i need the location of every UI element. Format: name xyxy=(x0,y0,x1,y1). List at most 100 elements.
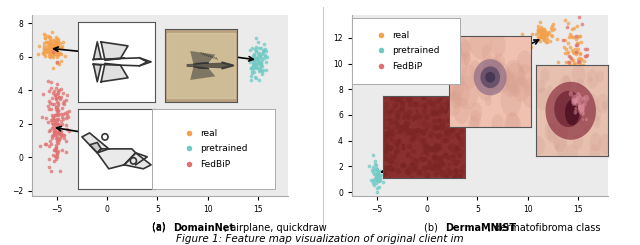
Point xyxy=(573,61,583,64)
Point xyxy=(49,44,60,48)
Point xyxy=(372,168,382,172)
Point xyxy=(564,54,574,58)
Point xyxy=(62,93,72,97)
Point xyxy=(253,70,264,74)
Point xyxy=(564,110,575,114)
Point xyxy=(567,58,577,62)
Point xyxy=(51,144,61,147)
Point xyxy=(583,72,593,76)
Point xyxy=(51,146,61,149)
Point xyxy=(573,80,583,84)
Point xyxy=(364,164,374,168)
Point xyxy=(47,121,57,125)
Point xyxy=(52,109,63,113)
Point xyxy=(556,93,566,97)
Point xyxy=(52,121,62,125)
Point xyxy=(56,132,66,136)
Point xyxy=(573,56,584,60)
Point xyxy=(579,68,589,72)
Point xyxy=(48,55,58,59)
Point xyxy=(49,48,59,51)
Point xyxy=(45,49,56,53)
Point xyxy=(567,27,577,31)
Point xyxy=(46,47,56,51)
Point xyxy=(566,70,576,74)
Point xyxy=(571,113,581,117)
Point xyxy=(49,113,60,117)
Text: DomainNet: DomainNet xyxy=(173,223,234,233)
Point xyxy=(49,48,60,52)
Point xyxy=(35,144,45,148)
Point xyxy=(54,50,65,54)
Point xyxy=(247,71,257,75)
Point xyxy=(52,132,62,136)
Point xyxy=(49,89,59,93)
Point xyxy=(44,40,54,44)
Point xyxy=(571,50,581,54)
Point xyxy=(562,149,572,153)
Point xyxy=(537,32,547,36)
Point xyxy=(374,175,384,179)
Point xyxy=(48,116,58,120)
Point xyxy=(46,45,56,49)
Point xyxy=(563,21,573,24)
Point xyxy=(52,50,63,54)
Point xyxy=(569,35,579,38)
Point xyxy=(535,36,545,39)
Point xyxy=(562,75,572,79)
Point xyxy=(252,57,262,61)
Point xyxy=(577,89,588,93)
Point xyxy=(42,49,52,53)
Point xyxy=(45,142,56,146)
Point xyxy=(563,41,573,45)
Point xyxy=(45,107,56,111)
Point xyxy=(564,82,574,86)
Point xyxy=(57,115,67,119)
Point xyxy=(566,92,576,96)
Point xyxy=(540,30,550,34)
Point xyxy=(48,133,58,136)
Point xyxy=(573,105,584,109)
Point xyxy=(566,80,577,84)
Point xyxy=(58,148,68,152)
Point xyxy=(47,126,58,130)
Point xyxy=(259,56,269,60)
Point xyxy=(574,61,584,65)
Text: DermaMNIST: DermaMNIST xyxy=(445,223,516,233)
Point xyxy=(579,59,589,62)
Point xyxy=(563,86,573,90)
Point xyxy=(51,97,61,101)
Point xyxy=(539,38,549,42)
Point xyxy=(569,69,579,73)
Point xyxy=(59,99,69,103)
Point xyxy=(250,47,260,50)
Point xyxy=(39,49,49,53)
Point xyxy=(52,140,63,144)
Point xyxy=(572,41,582,45)
Point xyxy=(575,52,585,56)
Point xyxy=(566,70,576,74)
Point xyxy=(538,36,548,40)
Point xyxy=(60,123,70,127)
Point xyxy=(49,132,59,136)
Point xyxy=(563,82,573,86)
Point xyxy=(56,112,67,116)
Point xyxy=(61,139,71,143)
Point xyxy=(577,74,587,77)
Point xyxy=(55,132,65,135)
Point xyxy=(566,85,576,89)
Point xyxy=(546,26,556,30)
Point xyxy=(246,66,256,70)
Point xyxy=(52,60,62,64)
Point xyxy=(58,133,68,137)
Point xyxy=(253,55,263,59)
Point xyxy=(560,38,570,42)
Point xyxy=(62,127,72,131)
Point xyxy=(572,43,582,47)
Point xyxy=(246,78,257,82)
Point xyxy=(50,38,60,42)
Point xyxy=(568,58,578,62)
Point xyxy=(56,59,66,62)
Point xyxy=(57,46,67,50)
Point xyxy=(374,185,384,189)
